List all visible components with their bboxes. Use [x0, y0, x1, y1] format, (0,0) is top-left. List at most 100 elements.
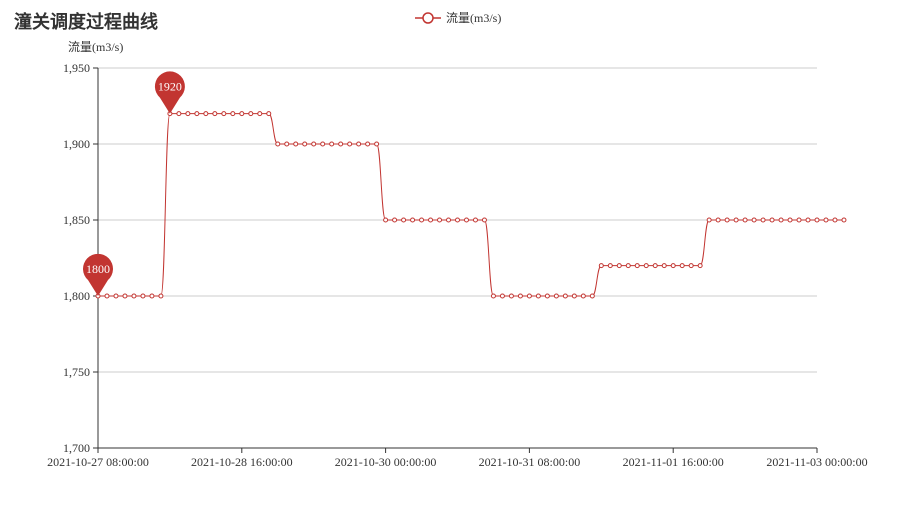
data-point — [428, 217, 434, 223]
data-point — [643, 263, 649, 269]
data-point — [194, 111, 200, 117]
data-point — [598, 263, 604, 269]
data-point — [688, 263, 694, 269]
data-point — [302, 141, 308, 147]
data-point — [715, 217, 721, 223]
data-point — [760, 217, 766, 223]
data-point — [490, 293, 496, 299]
y-tick-label: 1,900 — [63, 137, 90, 151]
y-tick-label: 1,750 — [63, 365, 90, 379]
data-point — [724, 217, 730, 223]
data-point — [455, 217, 460, 223]
data-point — [239, 111, 245, 117]
data-point — [221, 111, 227, 117]
data-point — [383, 217, 389, 223]
data-point — [832, 217, 838, 223]
data-point — [131, 293, 137, 299]
data-point — [796, 217, 802, 223]
data-point — [158, 293, 164, 299]
data-point — [706, 217, 712, 223]
data-point — [526, 293, 532, 299]
x-tick-label: 2021-10-27 08:00:00 — [47, 455, 149, 469]
x-tick-label: 2021-11-03 00:00:00 — [766, 455, 867, 469]
y-axis-name: 流量(m3/s) — [68, 40, 124, 54]
y-tick-label: 1,850 — [63, 213, 90, 227]
data-point — [113, 293, 119, 299]
data-point — [311, 141, 317, 147]
data-point — [607, 263, 613, 269]
data-point — [769, 217, 775, 223]
data-point — [805, 217, 811, 223]
data-point — [140, 293, 146, 299]
data-point — [778, 217, 784, 223]
data-point — [185, 111, 191, 117]
y-tick-label: 1,950 — [63, 61, 90, 75]
data-point — [437, 217, 443, 223]
data-point — [634, 263, 640, 269]
data-point — [392, 217, 398, 223]
data-point — [841, 217, 847, 223]
data-point — [463, 217, 469, 223]
data-point — [499, 293, 505, 299]
data-point — [553, 293, 559, 299]
data-point — [248, 111, 254, 117]
data-point — [356, 141, 362, 147]
data-point — [823, 217, 829, 223]
data-point — [787, 217, 793, 223]
data-point — [733, 217, 739, 223]
data-point — [697, 263, 703, 269]
data-point — [203, 111, 209, 117]
data-point — [742, 217, 748, 223]
series-line — [98, 113, 844, 297]
data-point — [751, 217, 757, 223]
data-point — [562, 293, 568, 299]
data-point — [347, 141, 353, 147]
data-point — [625, 263, 631, 269]
data-point — [446, 217, 452, 223]
data-point — [652, 263, 658, 269]
data-point — [661, 263, 667, 269]
max-marker-pin — [154, 71, 185, 114]
x-tick-label: 2021-10-28 16:00:00 — [191, 455, 293, 469]
data-point — [814, 217, 820, 223]
data-point — [149, 293, 155, 299]
data-point — [517, 293, 523, 299]
data-point — [122, 293, 128, 299]
data-point — [508, 293, 514, 299]
data-point — [616, 263, 622, 269]
data-point — [571, 293, 577, 299]
data-point — [329, 141, 335, 147]
data-point — [338, 141, 344, 147]
data-point — [419, 217, 425, 223]
data-point — [580, 293, 586, 299]
data-point — [589, 293, 595, 299]
data-point — [670, 263, 676, 269]
x-tick-label: 2021-10-31 08:00:00 — [479, 455, 581, 469]
max-marker-pin-label: 1920 — [158, 80, 182, 94]
data-point — [176, 111, 182, 117]
y-tick-label: 1,700 — [63, 441, 90, 455]
legend[interactable]: 流量(m3/s) — [415, 9, 501, 26]
x-tick-label: 2021-10-30 00:00:00 — [335, 455, 437, 469]
legend-label: 流量(m3/s) — [446, 11, 502, 25]
data-point — [401, 217, 407, 223]
data-point — [679, 263, 685, 269]
data-point — [320, 141, 326, 147]
y-tick-label: 1,800 — [63, 289, 90, 303]
min-marker-pin-label: 1800 — [86, 262, 110, 276]
data-point — [374, 141, 380, 147]
data-point — [230, 111, 236, 117]
x-tick-label: 2021-11-01 16:00:00 — [623, 455, 724, 469]
data-point — [257, 111, 263, 117]
data-point — [104, 293, 110, 299]
data-point — [544, 293, 550, 299]
data-point — [293, 141, 299, 147]
data-point — [535, 293, 541, 299]
data-point — [365, 141, 371, 147]
data-point — [266, 111, 272, 117]
data-point — [212, 111, 218, 117]
data-point — [410, 217, 416, 223]
data-point — [284, 141, 290, 147]
min-marker-pin — [83, 253, 113, 296]
